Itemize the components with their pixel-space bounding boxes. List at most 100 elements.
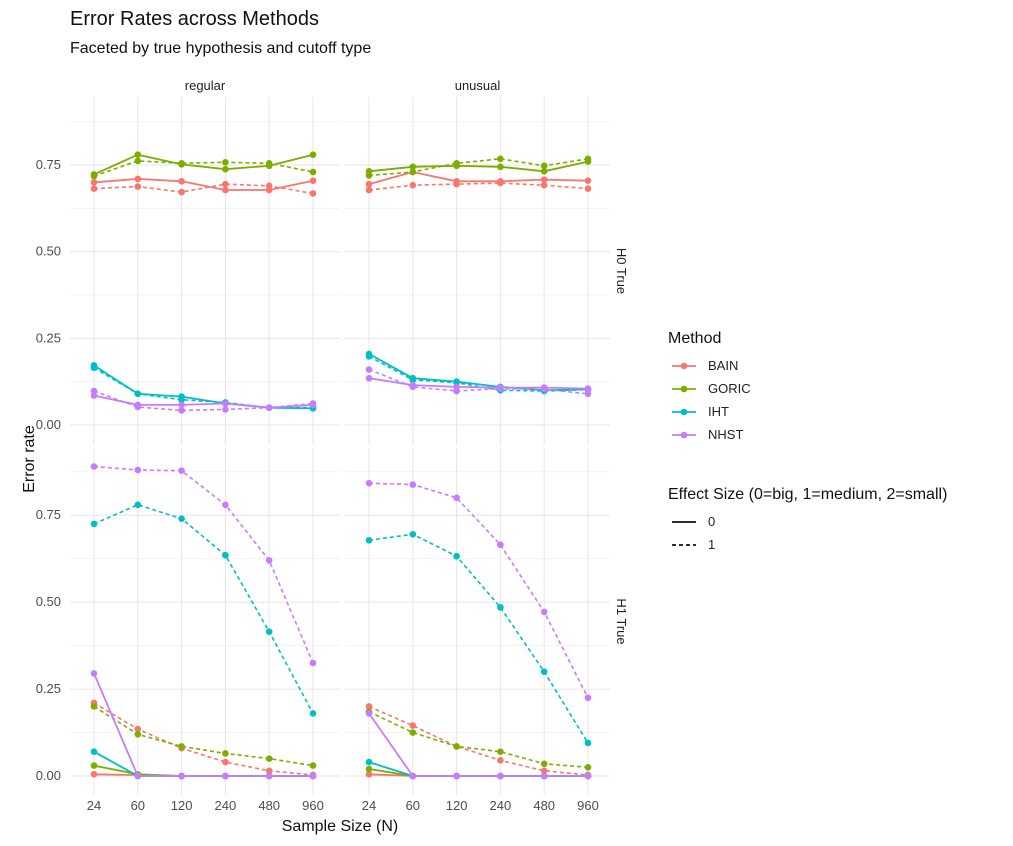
data-point-goric-effect-1 [90,172,98,180]
legend-key-nhst [672,431,696,438]
data-point-nhst-effect-1 [178,407,185,414]
series-line-goric-effect-1 [368,710,589,769]
facet-label-unusual: unusual [455,78,501,93]
data-point-nhst-effect-1 [178,467,185,474]
data-point-nhst-effect-1 [540,608,548,616]
data-point-goric-effect-0 [497,163,504,171]
data-point-goric-effect-1 [409,729,417,736]
y-tick-label: 0.25 [36,330,61,345]
x-tick-label: 120 [171,798,193,813]
data-point-bain-effect-1 [265,767,273,775]
data-point-nhst-effect-0 [453,772,460,780]
series-line-bain-effect-0 [368,171,589,185]
data-point-bain-effect-1 [178,188,185,196]
data-point-goric-effect-0 [134,151,142,158]
data-point-goric-effect-1 [265,160,273,167]
data-point-nhst-effect-1 [265,404,273,411]
data-point-nhst-effect-1 [134,466,142,474]
data-point-bain-effect-1 [584,185,592,192]
x-tick-label: 240 [215,798,237,813]
series-line-nhst-effect-0 [368,377,589,390]
data-point-iht-effect-0 [90,748,98,755]
y-tick-label: 0.25 [36,681,61,696]
data-point-iht-effect-1 [178,515,185,522]
legend-item-goric: GORIC [668,377,751,400]
legend-key-point [680,431,688,438]
data-point-goric-effect-1 [584,764,592,771]
data-point-goric-effect-1 [497,748,504,755]
data-point-nhst-effect-0 [497,772,504,780]
data-point-goric-effect-0 [365,765,373,773]
data-point-nhst-effect-0 [584,385,592,392]
data-point-nhst-effect-0 [265,772,273,780]
data-point-bain-effect-0 [365,770,373,778]
data-point-iht-effect-1 [497,604,504,611]
data-point-bain-effect-0 [134,175,142,183]
data-point-iht-effect-1 [584,739,592,747]
x-tick-label: 24 [87,798,101,813]
data-point-bain-effect-1 [134,183,142,190]
data-point-nhst-effect-1 [265,557,273,564]
data-point-nhst-effect-1 [222,501,229,509]
data-point-bain-effect-0 [90,179,98,186]
data-point-iht-effect-1 [222,551,229,559]
series-line-bain-effect-1 [368,705,589,776]
data-point-nhst-effect-1 [365,366,373,373]
data-point-bain-effect-1 [497,179,504,187]
data-point-iht-effect-1 [265,628,273,635]
method-legend: Method BAIN GORIC IHT NHST [668,330,751,446]
data-point-nhst-effect-0 [365,374,373,382]
chart-title: Error Rates across Methods [70,8,319,30]
effect-size-legend: Effect Size (0=big, 1=medium, 2=small) 0… [668,486,947,556]
data-point-bain-effect-1 [409,722,417,729]
data-point-bain-effect-0 [584,177,592,184]
data-point-goric-effect-1 [409,168,417,176]
series-line-nhst-effect-1 [93,465,314,664]
facet-label-h1-true: H1 True [614,598,629,644]
data-point-nhst-effect-1 [309,400,317,407]
legend-key-point [680,385,688,392]
data-point-goric-effect-1 [584,155,592,163]
data-point-goric-effect-1 [453,743,460,750]
data-point-iht-effect-1 [540,668,548,675]
data-point-nhst-effect-0 [90,670,98,677]
data-point-goric-effect-1 [497,155,504,163]
data-point-bain-effect-1 [540,181,548,189]
data-point-goric-effect-1 [222,750,229,757]
data-point-nhst-effect-0 [409,772,417,780]
data-point-bain-effect-1 [265,182,273,190]
legend-label-nhst: NHST [708,427,744,442]
data-point-goric-effect-1 [453,160,460,167]
x-tick-label: 60 [406,798,420,813]
y-tick-label: 0.75 [36,157,61,172]
x-tick-label: 960 [577,798,599,813]
data-point-bain-effect-0 [90,770,98,778]
data-point-nhst-effect-1 [584,390,592,398]
data-point-goric-effect-1 [265,755,273,762]
data-point-nhst-effect-0 [365,710,373,717]
data-point-iht-effect-1 [134,501,142,509]
data-point-goric-effect-1 [222,158,229,166]
data-point-nhst-effect-1 [453,494,460,502]
x-tick-label: 480 [533,798,555,813]
data-point-goric-effect-1 [134,730,142,738]
data-point-nhst-effect-0 [309,772,317,780]
x-tick-label: 24 [362,798,376,813]
data-point-iht-effect-0 [365,758,373,766]
data-point-goric-effect-0 [90,762,98,769]
data-point-nhst-effect-1 [309,659,317,667]
series-line-nhst-effect-1 [93,390,314,412]
series-line-goric-effect-1 [368,157,589,177]
series-line-iht-effect-1 [368,533,589,744]
data-point-goric-effect-1 [540,760,548,768]
data-point-nhst-effect-1 [90,463,98,470]
data-point-nhst-effect-0 [178,772,185,780]
data-point-nhst-effect-0 [178,401,185,409]
y-tick-label: 0.00 [36,417,61,432]
data-point-nhst-effect-0 [222,772,229,780]
legend-item-nhst: NHST [668,423,751,446]
data-point-bain-effect-0 [309,177,317,184]
data-point-goric-effect-1 [309,762,317,769]
data-point-nhst-effect-1 [584,694,592,702]
data-point-nhst-effect-1 [497,385,504,392]
